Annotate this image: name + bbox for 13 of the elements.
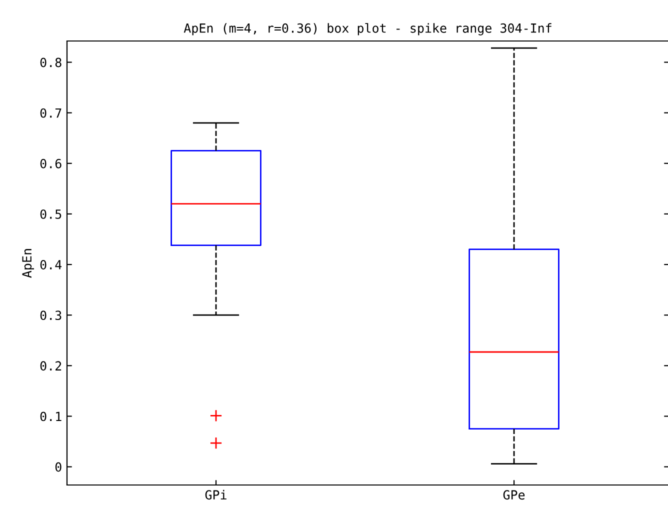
- x-tick-label: GPi: [205, 490, 226, 500]
- y-tick-label: 0.6: [40, 158, 62, 168]
- x-tick-label: GPe: [503, 490, 525, 500]
- y-tick-label: 0.4: [40, 260, 62, 270]
- y-tick-label: 0.7: [40, 108, 62, 118]
- chart-title: ApEn (m=4, r=0.36) box plot - spike range 304-Inf: [184, 23, 552, 36]
- y-tick-label: 0.1: [40, 412, 62, 422]
- y-tick-label: 0.3: [40, 310, 62, 320]
- y-tick-label: 0.2: [40, 361, 62, 371]
- y-axis-title: ApEn: [22, 249, 34, 278]
- y-tick-label: 0.5: [40, 209, 62, 219]
- y-tick-label: 0.8: [40, 58, 62, 68]
- y-tick-label: 0: [55, 462, 62, 472]
